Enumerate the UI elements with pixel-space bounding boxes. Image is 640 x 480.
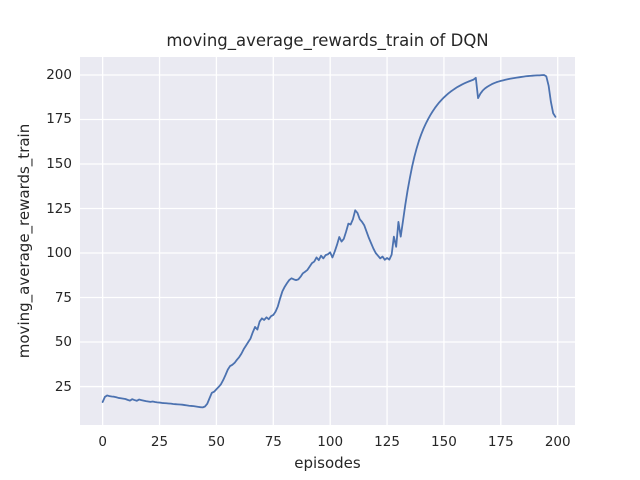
x-tick-label: 75 bbox=[264, 434, 282, 450]
series-line bbox=[101, 74, 557, 409]
y-axis-label-text: moving_average_rewards_train bbox=[15, 123, 33, 359]
y-tick-label: 25 bbox=[54, 378, 72, 395]
x-tick-label: 0 bbox=[98, 434, 107, 450]
x-tick-label: 150 bbox=[431, 434, 457, 450]
x-tick-label: 100 bbox=[317, 434, 344, 450]
plot-area bbox=[80, 57, 575, 425]
x-tick-label: 50 bbox=[207, 434, 225, 450]
y-tick-label: 75 bbox=[54, 289, 72, 306]
y-tick-label: 50 bbox=[54, 334, 72, 351]
line-chart bbox=[80, 57, 575, 425]
chart-title: moving_average_rewards_train of DQN bbox=[166, 31, 489, 50]
x-tick-label: 25 bbox=[150, 434, 169, 450]
x-tick-label: 125 bbox=[374, 434, 400, 450]
y-tick-label: 200 bbox=[46, 66, 72, 83]
x-tick-label: 175 bbox=[487, 434, 514, 450]
y-tick-label: 150 bbox=[46, 155, 72, 172]
x-axis-label: episodes bbox=[294, 454, 361, 472]
x-tick-label: 200 bbox=[544, 434, 571, 450]
y-tick-label: 125 bbox=[46, 200, 72, 217]
y-tick-label: 175 bbox=[46, 111, 72, 128]
y-tick-label: 100 bbox=[46, 245, 72, 262]
